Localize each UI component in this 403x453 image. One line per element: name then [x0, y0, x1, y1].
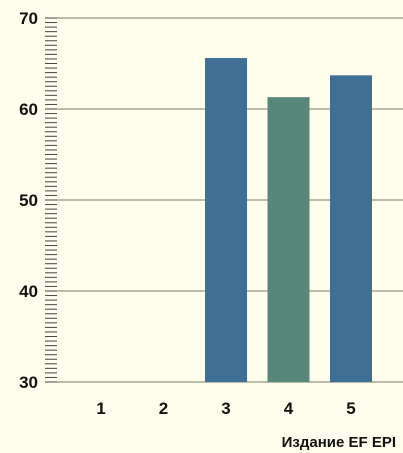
- bar-3: [205, 58, 247, 382]
- bars: [205, 58, 372, 383]
- x-tick-label-5: 5: [346, 399, 355, 418]
- x-tick-label-1: 1: [96, 399, 105, 418]
- x-tick-label-4: 4: [284, 399, 294, 418]
- y-tick-label-30: 30: [19, 373, 38, 392]
- y-tick-label-70: 70: [19, 9, 38, 28]
- y-tick-label-50: 50: [19, 191, 38, 210]
- y-axis-minor-ticks: [45, 17, 57, 383]
- x-tick-label-3: 3: [221, 399, 230, 418]
- x-axis-category-labels: 1 2 3 4 5: [96, 399, 355, 418]
- y-axis-tick-labels: 30 40 50 60 70: [19, 9, 38, 392]
- x-tick-label-2: 2: [159, 399, 168, 418]
- bar-4: [267, 97, 310, 383]
- bar-5: [330, 75, 372, 382]
- y-tick-label-40: 40: [19, 282, 38, 301]
- x-axis-title: Издание EF EPI: [282, 434, 396, 451]
- y-tick-label-60: 60: [19, 100, 38, 119]
